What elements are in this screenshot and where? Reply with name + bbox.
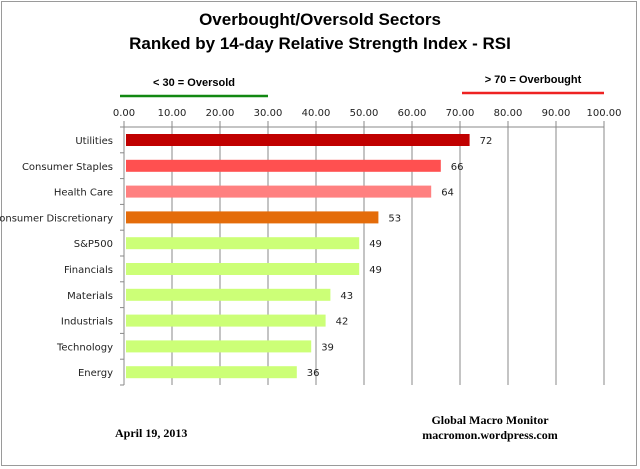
x-tick-label: 40.00 (302, 108, 331, 119)
source-site: macromon.wordpress.com (422, 428, 558, 442)
bar (126, 211, 379, 224)
x-tick-label: 60.00 (398, 108, 427, 119)
data-label: 36 (307, 368, 320, 379)
annotation-label: < 30 = Oversold (153, 77, 235, 89)
data-label: 64 (441, 188, 454, 199)
category-label: Financials (64, 265, 113, 276)
data-label: 43 (340, 291, 353, 302)
source-name: Global Macro Monitor (431, 413, 549, 427)
data-label: 66 (451, 162, 464, 173)
x-tick-label: 70.00 (446, 108, 475, 119)
category-label: Consumer Discretionary (0, 213, 113, 224)
x-tick-label: 80.00 (494, 108, 523, 119)
data-label: 49 (369, 239, 382, 250)
bar (126, 366, 297, 379)
category-label: Utilities (75, 136, 113, 147)
category-label: Consumer Staples (22, 162, 113, 173)
annotation-label: > 70 = Overbought (485, 74, 582, 86)
bar (126, 159, 441, 172)
category-label: Health Care (54, 188, 113, 199)
category-label: Materials (67, 291, 113, 302)
bar (126, 314, 326, 327)
data-label: 42 (336, 317, 349, 328)
bar (126, 185, 432, 198)
data-label: 49 (369, 265, 382, 276)
x-tick-label: 0.00 (113, 108, 135, 119)
category-label: S&P500 (74, 239, 113, 250)
x-tick-label: 90.00 (542, 108, 571, 119)
x-tick-label: 20.00 (206, 108, 235, 119)
data-label: 39 (321, 342, 334, 353)
category-label: Technology (56, 342, 113, 353)
category-label: Industrials (61, 317, 113, 328)
chart-title: Overbought/Oversold Sectors (199, 10, 441, 29)
bar (126, 288, 331, 301)
date-label: April 19, 2013 (115, 426, 188, 440)
x-tick-label: 100.00 (587, 108, 622, 119)
bar (126, 134, 470, 146)
x-tick-label: 30.00 (254, 108, 283, 119)
data-label: 72 (480, 136, 493, 147)
bar (126, 340, 312, 353)
chart-subtitle: Ranked by 14-day Relative Strength Index… (129, 34, 511, 53)
x-tick-label: 10.00 (158, 108, 187, 119)
x-tick-label: 50.00 (350, 108, 379, 119)
bar (126, 263, 360, 275)
data-label: 53 (388, 213, 401, 224)
bar (126, 237, 360, 250)
category-label: Energy (78, 368, 113, 379)
